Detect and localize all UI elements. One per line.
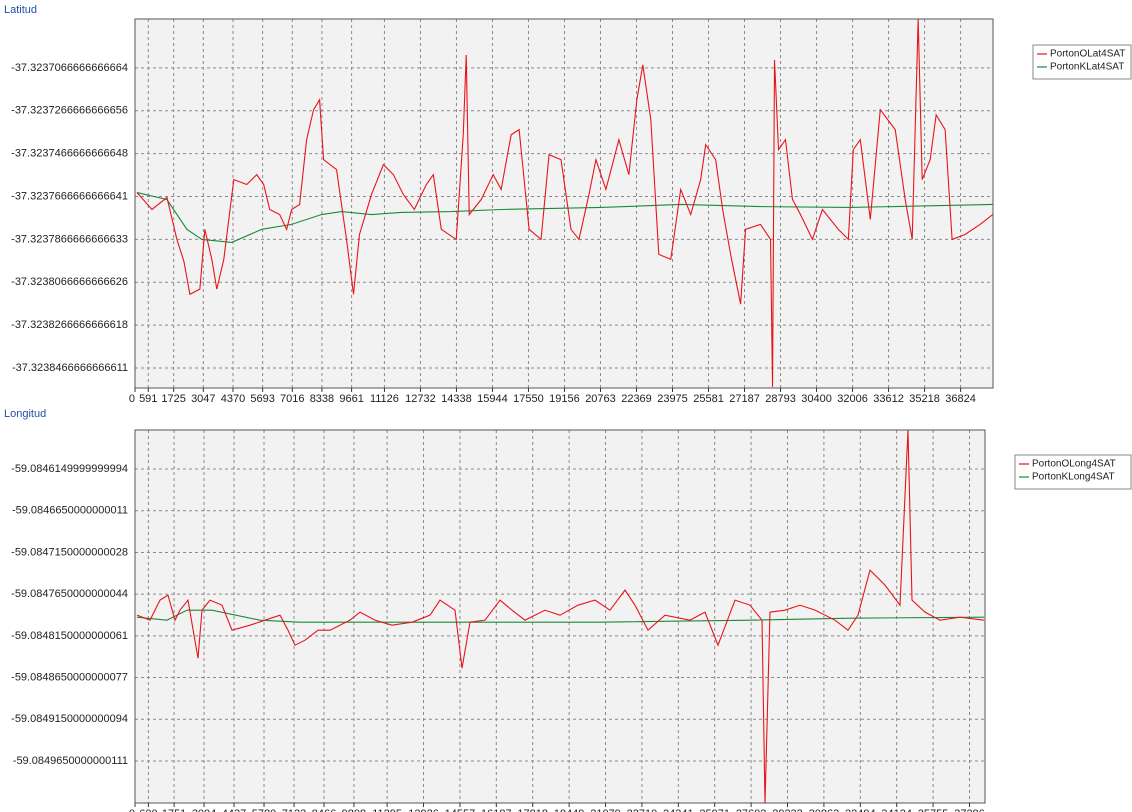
- legend-box: [1014, 454, 1132, 490]
- x-tick-label: 36824: [945, 393, 976, 405]
- x-tick-label: 25971: [699, 808, 730, 812]
- x-tick-label: 3094: [192, 808, 216, 812]
- x-tick-label: 14557: [445, 808, 476, 812]
- plot-frame: [134, 18, 994, 389]
- x-tick-label: 19156: [549, 393, 580, 405]
- x-tick-label: 32006: [837, 393, 868, 405]
- x-tick-label: 1725: [161, 393, 185, 405]
- x-tick-label: 35218: [909, 393, 940, 405]
- x-tick-label: 29232: [772, 808, 803, 812]
- x-tick-label: 33612: [873, 393, 904, 405]
- chart-title: Longitud: [4, 408, 46, 420]
- x-tick-label: 24341: [663, 808, 694, 812]
- y-tick-label: -37.3237066666666664: [11, 62, 128, 74]
- series-layer: [136, 19, 993, 387]
- plot-frame: [134, 429, 986, 804]
- x-tick-label: 35755: [918, 808, 949, 812]
- x-tick-label: 7123: [282, 808, 306, 812]
- legend-label: PortonOLong4SAT: [1032, 459, 1116, 470]
- x-tick-label: 27187: [729, 393, 760, 405]
- y-tick-label: -59.0847650000000044: [11, 588, 128, 600]
- y-tick-label: -59.0846149999999994: [11, 463, 128, 475]
- x-tick-label: 600: [139, 808, 157, 812]
- y-tick-label: -59.0848150000000061: [11, 630, 128, 642]
- x-tick-label: 15944: [477, 393, 508, 405]
- y-tick-label: -37.3237666666666641: [11, 190, 128, 202]
- x-tick-label: 5780: [252, 808, 276, 812]
- x-tick-label: 25581: [693, 393, 724, 405]
- x-tick-label: 11126: [370, 393, 399, 405]
- series-line: [136, 430, 985, 803]
- y-tick-label: -59.0848650000000077: [11, 671, 128, 683]
- x-tick-label: 21079: [590, 808, 621, 812]
- x-tick-label: 3047: [191, 393, 215, 405]
- x-tick-label: 5693: [250, 393, 274, 405]
- x-tick-label: 27602: [736, 808, 767, 812]
- x-tick-label: 12926: [408, 808, 439, 812]
- x-tick-label: 17818: [517, 808, 548, 812]
- x-tick-label: 19449: [554, 808, 585, 812]
- x-tick-label: 17550: [513, 393, 544, 405]
- x-tick-label: 37386: [954, 808, 985, 812]
- x-tick-label: 11295: [372, 808, 402, 812]
- x-tick-label: 16187: [481, 808, 512, 812]
- legend-box: [1032, 44, 1132, 80]
- x-tick-label: 0: [129, 808, 135, 812]
- x-tick-label: 20763: [585, 393, 616, 405]
- x-tick-label: 9661: [339, 393, 363, 405]
- y-tick-label: -37.3238466666666611: [12, 362, 128, 374]
- legend-label: PortonKLat4SAT: [1050, 62, 1124, 73]
- series-layer: [136, 430, 985, 803]
- y-tick-label: -37.3238066666666626: [11, 276, 128, 288]
- y-tick-label: -37.3238266666666618: [11, 319, 128, 331]
- x-tick-label: 14338: [441, 393, 472, 405]
- x-tick-label: 28793: [765, 393, 796, 405]
- y-tick-label: -59.0847150000000028: [11, 546, 128, 558]
- x-tick-label: 8338: [310, 393, 334, 405]
- x-tick-label: 9808: [342, 808, 366, 812]
- x-tick-label: 1751: [162, 808, 186, 812]
- x-tick-label: 32494: [845, 808, 876, 812]
- x-tick-label: 8466: [312, 808, 336, 812]
- series-line: [136, 609, 985, 623]
- x-tick-label: 4370: [221, 393, 245, 405]
- x-tick-label: 34124: [881, 808, 912, 812]
- x-tick-label: 22710: [627, 808, 658, 812]
- series-line: [136, 19, 993, 387]
- x-tick-label: 22369: [621, 393, 652, 405]
- y-tick-label: -59.0849150000000094: [11, 713, 128, 725]
- y-tick-label: -37.3237466666666648: [11, 148, 128, 160]
- x-tick-label: 12732: [405, 393, 436, 405]
- legend-label: PortonKLong4SAT: [1032, 472, 1115, 483]
- chart-title: Latitud: [4, 4, 37, 16]
- y-tick-label: -59.0849650000000111: [13, 755, 128, 767]
- x-tick-label: 591: [139, 393, 157, 405]
- x-tick-label: 23975: [657, 393, 688, 405]
- x-tick-label: 30400: [801, 393, 832, 405]
- x-tick-label: 4437: [222, 808, 246, 812]
- legend-label: PortonOLat4SAT: [1050, 49, 1125, 60]
- y-tick-label: -37.3237866666666633: [11, 233, 128, 245]
- y-tick-label: -37.3237266666666656: [11, 105, 128, 117]
- x-tick-label: 0: [129, 393, 135, 405]
- x-tick-label: 30863: [809, 808, 840, 812]
- x-tick-label: 7016: [280, 393, 304, 405]
- y-tick-label: -59.0846650000000011: [12, 505, 128, 517]
